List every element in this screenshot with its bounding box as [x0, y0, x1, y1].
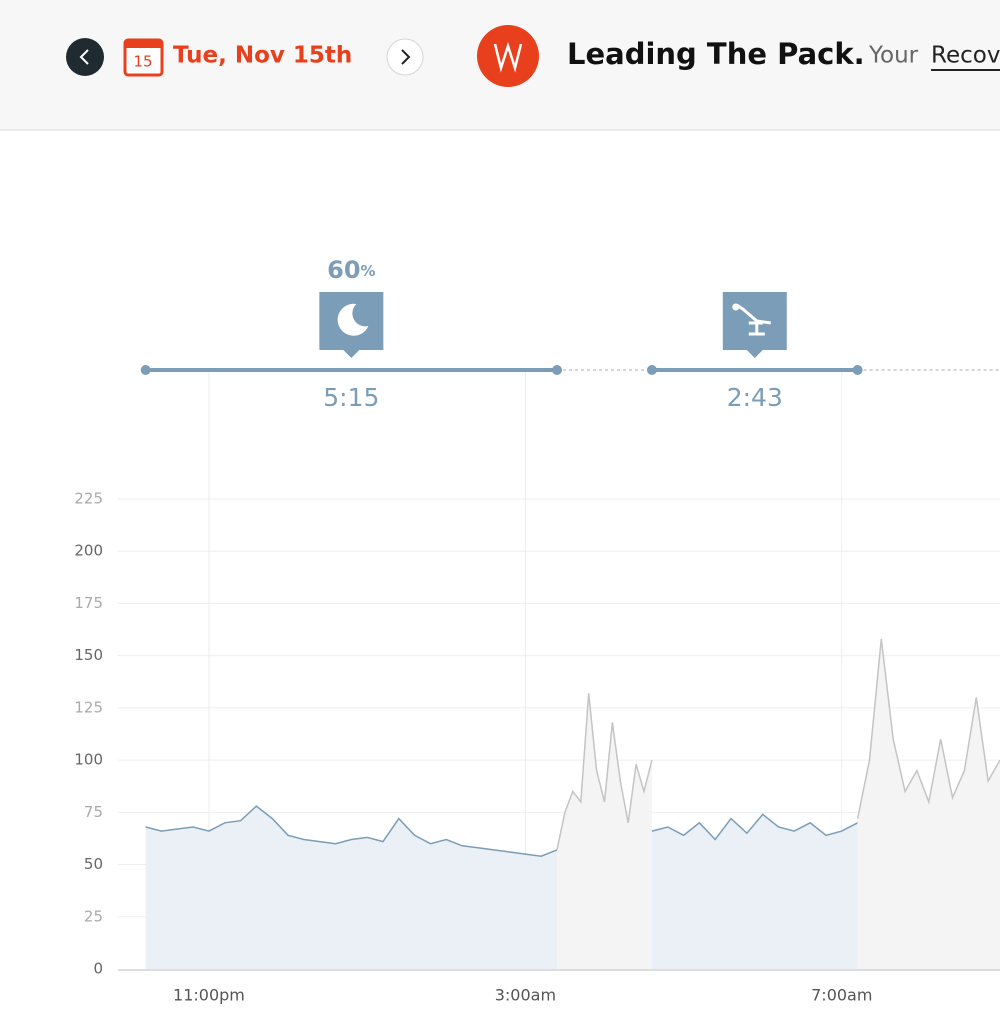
calendar-day[interactable]: 15 — [133, 53, 152, 71]
y-tick-label: 0 — [93, 960, 103, 978]
timeline: 5:15 60% 2:43 — [140, 256, 1000, 412]
moon-icon — [337, 303, 369, 336]
x-tick-label: 3:00am — [495, 986, 556, 1005]
area-fill — [651, 814, 858, 969]
plot: 0 25 50 75 100 125 150 175 200 225 11:00pm 3:00am 7:… — [74, 372, 1000, 1005]
y-tick-label: 25 — [84, 907, 103, 925]
subtitle-link[interactable]: Recov — [931, 43, 1000, 69]
subtitle-prefix: Your — [868, 43, 919, 69]
calendar-icon[interactable]: 15 — [123, 38, 164, 77]
logo — [477, 25, 539, 87]
x-tick-label: 11:00pm — [173, 986, 245, 1005]
area-fill — [557, 693, 652, 969]
date-label[interactable]: Tue, Nov 15th — [173, 43, 352, 69]
area-fill — [145, 806, 558, 969]
heart-rate-line — [651, 813, 858, 841]
y-tick-label: 125 — [74, 698, 103, 716]
next-chevron[interactable] — [401, 49, 411, 65]
bar-end — [852, 365, 863, 375]
y-tick-label: 150 — [74, 646, 103, 664]
y-tick-label: 225 — [74, 490, 103, 508]
y-tick-label: 75 — [84, 803, 103, 821]
heart-rate-line — [145, 805, 558, 857]
bar-end — [552, 365, 563, 375]
duration: 2:43 — [727, 383, 783, 412]
calendar-top[interactable] — [125, 40, 162, 48]
icon-badge — [722, 292, 787, 358]
prev-circle[interactable] — [66, 38, 104, 76]
y-tick-label: 50 — [84, 855, 103, 873]
heart-rate-line — [856, 638, 1000, 819]
heart-rate-line — [556, 693, 653, 851]
prev-chevron[interactable] — [79, 49, 89, 65]
bar-end — [646, 365, 657, 375]
sleep-score: 60% — [327, 256, 375, 284]
duration: 5:15 — [323, 383, 379, 412]
next-button[interactable] — [386, 38, 424, 76]
x-tick-label: 7:00am — [811, 986, 872, 1005]
logo-mark — [493, 41, 523, 73]
y-tick-label: 200 — [74, 542, 103, 560]
headline: Leading The Pack. — [567, 37, 865, 71]
recline-head — [732, 303, 740, 311]
recline-icon — [735, 303, 771, 336]
logo-circle — [477, 25, 539, 87]
score-value: 60 — [327, 256, 360, 284]
y-tick-label: 100 — [74, 751, 103, 769]
y-tick-label: 175 — [74, 594, 103, 612]
score-unit: % — [361, 262, 376, 280]
prev-button[interactable] — [66, 38, 104, 76]
bar-end — [140, 365, 151, 375]
next-circle[interactable] — [386, 38, 424, 76]
